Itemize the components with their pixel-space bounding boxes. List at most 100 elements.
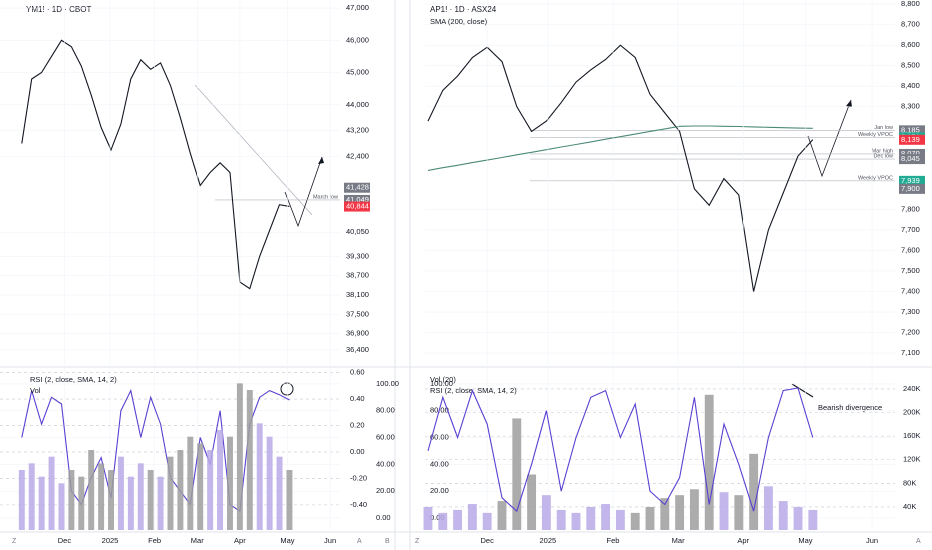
y-tick-label: 20.00: [430, 486, 449, 495]
volume-bar: [68, 470, 75, 530]
volume-bar: [689, 489, 699, 530]
volume-bar: [207, 450, 214, 530]
series-line: [427, 44, 814, 292]
volume-bar: [88, 450, 95, 530]
forecast-arrow: [284, 156, 323, 228]
y-tick-label: 40,050: [346, 227, 369, 236]
x-tick-label: Apr: [737, 536, 749, 545]
volume-bar: [660, 498, 670, 530]
forecast-arrow: [807, 99, 852, 178]
level-label: Weekly VPOC: [858, 175, 893, 181]
y-tick-label: 45,000: [346, 68, 369, 77]
volume-bar: [48, 456, 55, 530]
x-tick-label: Jun: [324, 536, 336, 545]
y-tick-label: 38,100: [346, 290, 369, 299]
volume-bar: [246, 390, 253, 530]
level-label: Dec low: [873, 154, 893, 160]
volume-bar: [98, 463, 105, 530]
y2-tick-label: -0.40: [350, 500, 367, 509]
y-tick-label: 60.00: [376, 433, 395, 442]
price-label-box: [899, 148, 925, 159]
y-tick-label: 100.00: [430, 379, 453, 388]
volume-bar: [226, 436, 233, 530]
y2-tick-label: 0.60: [350, 368, 365, 377]
button[interactable]: B: [385, 538, 390, 545]
legend-entry: Vol: [30, 386, 41, 395]
volume-bar: [438, 512, 448, 530]
volume-bar: [467, 504, 477, 530]
button[interactable]: Z: [12, 538, 17, 545]
price-label-box: [899, 134, 925, 145]
volume-bar: [28, 463, 35, 530]
y2-tick-label: 40K: [903, 502, 916, 511]
y-tick-label: 7,100: [901, 348, 920, 357]
y-tick-label: 8,500: [901, 61, 920, 70]
trend-line: [194, 84, 313, 216]
volume-bar: [571, 512, 581, 530]
y-tick-label: 0.00: [430, 513, 445, 522]
button[interactable]: A: [357, 538, 362, 545]
button[interactable]: Z: [415, 538, 420, 545]
series-line: [21, 388, 290, 513]
y-tick-label: 40.00: [376, 459, 395, 468]
y2-tick-label: 0.40: [350, 394, 365, 403]
volume-bar: [197, 443, 204, 530]
y2-tick-label: 80K: [903, 478, 916, 487]
price-label: 41,428: [346, 183, 369, 192]
y-tick-label: 42,400: [346, 151, 369, 160]
volume-bar: [734, 495, 744, 530]
price-label-box: [344, 182, 370, 193]
volume-bar: [527, 474, 537, 530]
x-tick-label: 2025: [102, 536, 119, 545]
x-tick-label: May: [798, 536, 812, 545]
volume-bar: [630, 512, 640, 530]
volume-bar: [38, 476, 45, 530]
volume-bar: [497, 501, 507, 530]
y2-tick-label: 0.00: [350, 447, 365, 456]
y-tick-label: 37,500: [346, 309, 369, 318]
legend-entry: RSI (2, close, SMA, 14, 2): [30, 375, 117, 384]
price-label: 40,844: [346, 202, 369, 211]
volume-bar: [217, 430, 224, 530]
y-tick-label: 8,400: [901, 81, 920, 90]
volume-bar: [256, 423, 263, 530]
volume-bar: [719, 492, 729, 530]
y-tick-label: 7,400: [901, 286, 920, 295]
volume-bar: [778, 501, 788, 530]
volume-bar: [137, 463, 144, 530]
volume-bar: [453, 509, 463, 530]
volume-bar: [167, 456, 174, 530]
volume-bar: [675, 495, 685, 530]
level-label: March low: [313, 194, 338, 200]
volume-bar: [586, 506, 596, 530]
highlight-circle: [280, 382, 294, 396]
series-line: [21, 39, 290, 290]
x-tick-label: May: [280, 536, 294, 545]
y-tick-label: 7,800: [901, 204, 920, 213]
volume-bar: [117, 456, 124, 530]
chart-title: AP1! · 1D · ASX24: [430, 5, 497, 14]
y-tick-label: 8,800: [901, 0, 920, 8]
y-tick-label: 7,500: [901, 266, 920, 275]
x-tick-label: Feb: [607, 536, 620, 545]
y-tick-label: 7,700: [901, 225, 920, 234]
annotation: Bearish divergence: [818, 403, 882, 412]
button[interactable]: A: [916, 538, 921, 545]
price-label-box: [899, 183, 925, 194]
y-tick-label: 46,000: [346, 35, 369, 44]
arrow-head: [318, 157, 324, 164]
y2-tick-label: 240K: [903, 384, 921, 393]
y-tick-label: 44,000: [346, 100, 369, 109]
y2-tick-label: 120K: [903, 455, 921, 464]
volume-bar: [793, 506, 803, 530]
y-tick-label: 20.00: [376, 486, 395, 495]
level-label: Weekly VPOC: [858, 132, 893, 138]
y-tick-label: 7,600: [901, 245, 920, 254]
volume-bar: [187, 436, 194, 530]
x-tick-label: 2025: [540, 536, 557, 545]
volume-bar: [58, 483, 65, 530]
price-label: 8,185: [901, 125, 920, 134]
price-label: 8,139: [901, 135, 920, 144]
volume-bar: [482, 512, 492, 530]
price-label-box: [344, 201, 370, 212]
